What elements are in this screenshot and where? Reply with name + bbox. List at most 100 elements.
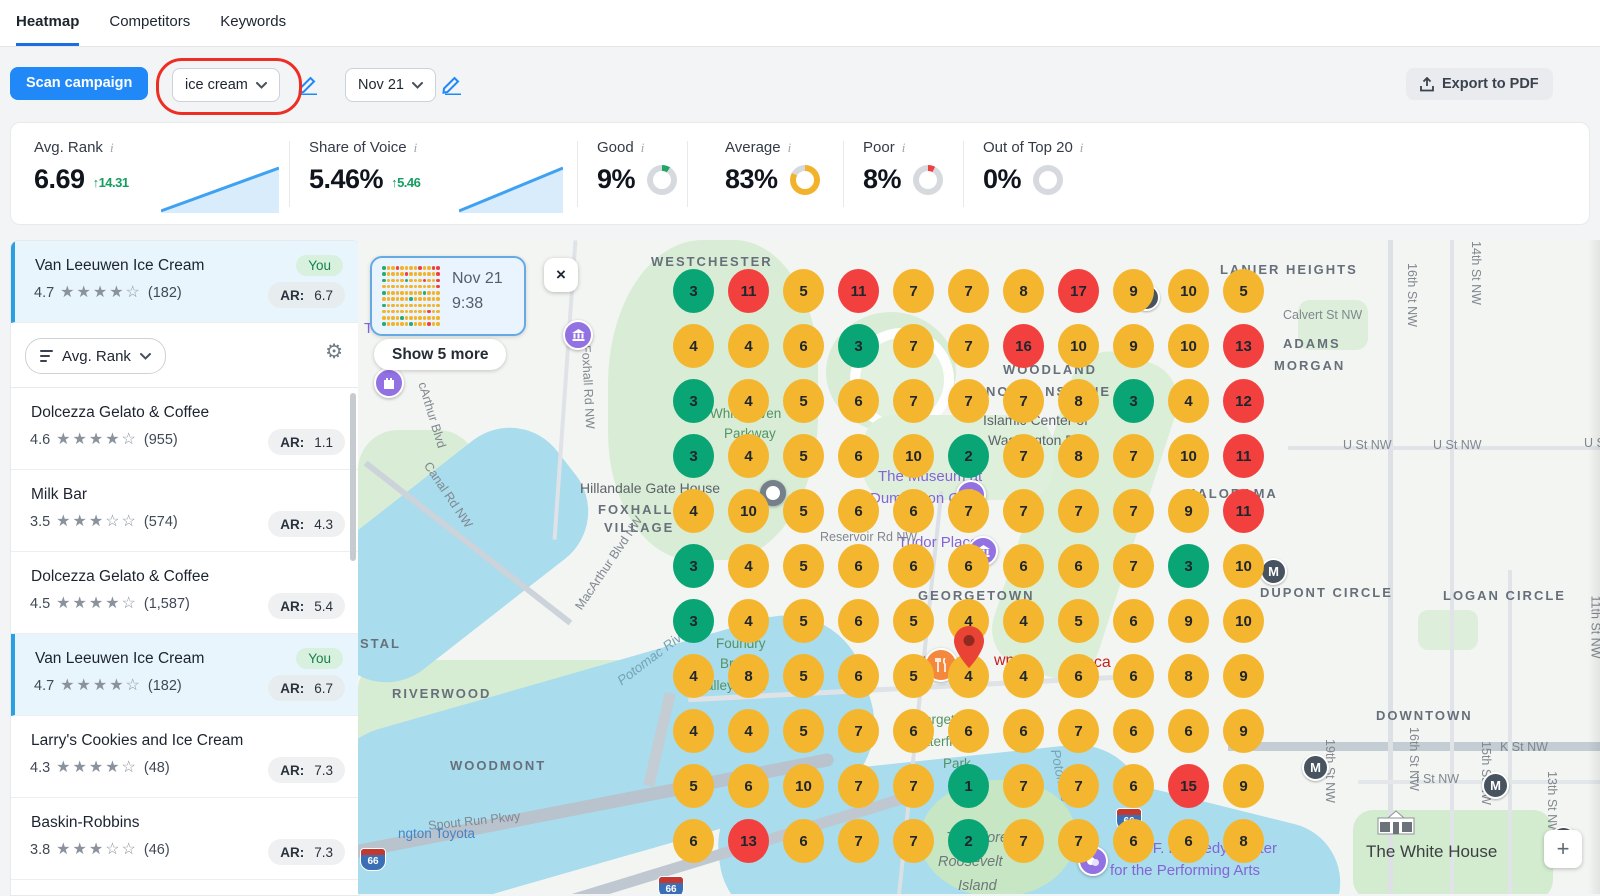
heat-circle[interactable]: 9 [1168, 489, 1209, 533]
heat-circle[interactable]: 5 [783, 379, 824, 423]
heat-circle[interactable]: 4 [673, 489, 714, 533]
location-pin-icon[interactable] [954, 626, 984, 673]
heat-circle[interactable]: 7 [838, 819, 879, 863]
heat-circle[interactable]: 7 [1003, 764, 1044, 808]
heat-circle[interactable]: 7 [838, 709, 879, 753]
heat-circle[interactable]: 6 [1003, 544, 1044, 588]
heat-circle[interactable]: 7 [1058, 709, 1099, 753]
heat-circle[interactable]: 4 [673, 654, 714, 698]
heat-circle[interactable]: 5 [783, 709, 824, 753]
heat-circle[interactable]: 10 [783, 764, 824, 808]
heat-circle[interactable]: 8 [1058, 379, 1099, 423]
heat-circle[interactable]: 7 [893, 764, 934, 808]
tab-keywords[interactable]: Keywords [220, 13, 287, 30]
heat-circle[interactable]: 10 [1168, 269, 1209, 313]
heat-circle[interactable]: 11 [728, 269, 769, 313]
heat-circle[interactable]: 7 [1003, 819, 1044, 863]
heat-circle[interactable]: 11 [838, 269, 879, 313]
heat-circle[interactable]: 4 [673, 709, 714, 753]
heat-circle[interactable]: 6 [948, 544, 989, 588]
heat-circle[interactable]: 6 [1113, 819, 1154, 863]
heat-circle[interactable]: 7 [948, 269, 989, 313]
heat-circle[interactable]: 9 [1113, 324, 1154, 368]
heat-circle[interactable]: 3 [673, 269, 714, 313]
heat-circle[interactable]: 3 [673, 544, 714, 588]
heat-circle[interactable]: 5 [1223, 269, 1264, 313]
heat-circle[interactable]: 11 [1223, 489, 1264, 533]
heat-circle[interactable]: 7 [1003, 379, 1044, 423]
heat-circle[interactable]: 6 [728, 764, 769, 808]
heat-circle[interactable]: 4 [728, 379, 769, 423]
heat-circle[interactable]: 4 [1003, 599, 1044, 643]
heat-circle[interactable]: 6 [1058, 544, 1099, 588]
business-list-item[interactable]: Milk Bar 3.5 ★★★☆☆ (574) AR: 4.3 [11, 470, 359, 552]
sidebar-scrollbar[interactable] [350, 393, 356, 561]
heat-circle[interactable]: 6 [783, 324, 824, 368]
sort-dropdown[interactable]: Avg. Rank [25, 338, 166, 374]
heat-circle[interactable]: 6 [838, 544, 879, 588]
heat-circle[interactable]: 10 [1058, 324, 1099, 368]
heat-circle[interactable]: 12 [1223, 379, 1264, 423]
heat-circle[interactable]: 6 [893, 489, 934, 533]
heat-circle[interactable]: 8 [1168, 654, 1209, 698]
heat-circle[interactable]: 9 [1168, 599, 1209, 643]
tab-heatmap[interactable]: Heatmap [16, 0, 80, 46]
heat-circle[interactable]: 5 [1058, 599, 1099, 643]
heat-circle[interactable]: 4 [673, 324, 714, 368]
heat-circle[interactable]: 7 [1058, 819, 1099, 863]
heat-circle[interactable]: 10 [1223, 544, 1264, 588]
heat-circle[interactable]: 11 [1223, 434, 1264, 478]
heat-circle[interactable]: 7 [948, 489, 989, 533]
info-icon[interactable]: i [787, 139, 792, 155]
heat-circle[interactable]: 10 [728, 489, 769, 533]
heat-circle[interactable]: 6 [838, 489, 879, 533]
heat-circle[interactable]: 6 [673, 819, 714, 863]
heat-circle[interactable]: 6 [1168, 819, 1209, 863]
heat-circle[interactable]: 3 [673, 599, 714, 643]
heat-circle[interactable]: 5 [783, 544, 824, 588]
business-list-item[interactable]: Larry's Cookies and Ice Cream 4.3 ★★★★☆ (48… [11, 716, 359, 798]
heat-circle[interactable]: 5 [783, 599, 824, 643]
heat-circle[interactable]: 6 [838, 379, 879, 423]
heat-circle[interactable]: 10 [893, 434, 934, 478]
show-more-button[interactable]: Show 5 more [374, 339, 507, 370]
heat-circle[interactable]: 4 [728, 709, 769, 753]
edit-keyword-icon[interactable] [297, 73, 319, 96]
heat-circle[interactable]: 4 [1003, 654, 1044, 698]
heat-circle[interactable]: 7 [1003, 489, 1044, 533]
info-icon[interactable]: i [901, 139, 906, 155]
heat-circle[interactable]: 4 [728, 324, 769, 368]
heat-circle[interactable]: 6 [948, 709, 989, 753]
heat-circle[interactable]: 1 [948, 764, 989, 808]
heat-circle[interactable]: 7 [893, 324, 934, 368]
heat-circle[interactable]: 7 [1058, 489, 1099, 533]
heat-circle[interactable]: 7 [893, 379, 934, 423]
heat-circle[interactable]: 7 [893, 269, 934, 313]
heat-circle[interactable]: 2 [948, 819, 989, 863]
scan-campaign-button[interactable]: Scan campaign [10, 67, 149, 100]
heat-circle[interactable]: 7 [893, 819, 934, 863]
business-list-item[interactable]: Van Leeuwen Ice Cream You 4.7 ★★★★☆ (182) AR:… [11, 241, 359, 323]
heat-circle[interactable]: 5 [783, 489, 824, 533]
heat-circle[interactable]: 8 [728, 654, 769, 698]
heat-circle[interactable]: 10 [1223, 599, 1264, 643]
heat-circle[interactable]: 7 [1003, 434, 1044, 478]
heat-circle[interactable]: 10 [1168, 434, 1209, 478]
heat-circle[interactable]: 6 [838, 434, 879, 478]
heat-circle[interactable]: 3 [673, 379, 714, 423]
heat-circle[interactable]: 4 [728, 544, 769, 588]
heat-circle[interactable]: 5 [783, 434, 824, 478]
heat-circle[interactable]: 9 [1223, 709, 1264, 753]
business-list-item[interactable]: Dolcezza Gelato & Coffee 4.6 ★★★★☆ (955) AR:… [11, 388, 359, 470]
scan-date-card[interactable]: Nov 21 9:38 [370, 256, 526, 336]
heat-circle[interactable]: 6 [1113, 764, 1154, 808]
date-dropdown[interactable]: Nov 21 [345, 68, 436, 102]
gear-icon[interactable]: ⚙ [325, 341, 343, 363]
keyword-dropdown[interactable]: ice cream [172, 68, 280, 102]
heat-circle[interactable]: 6 [838, 654, 879, 698]
heat-circle[interactable]: 9 [1223, 764, 1264, 808]
heat-circle[interactable]: 6 [893, 709, 934, 753]
info-icon[interactable]: i [640, 139, 645, 155]
close-icon[interactable]: × [544, 258, 578, 292]
